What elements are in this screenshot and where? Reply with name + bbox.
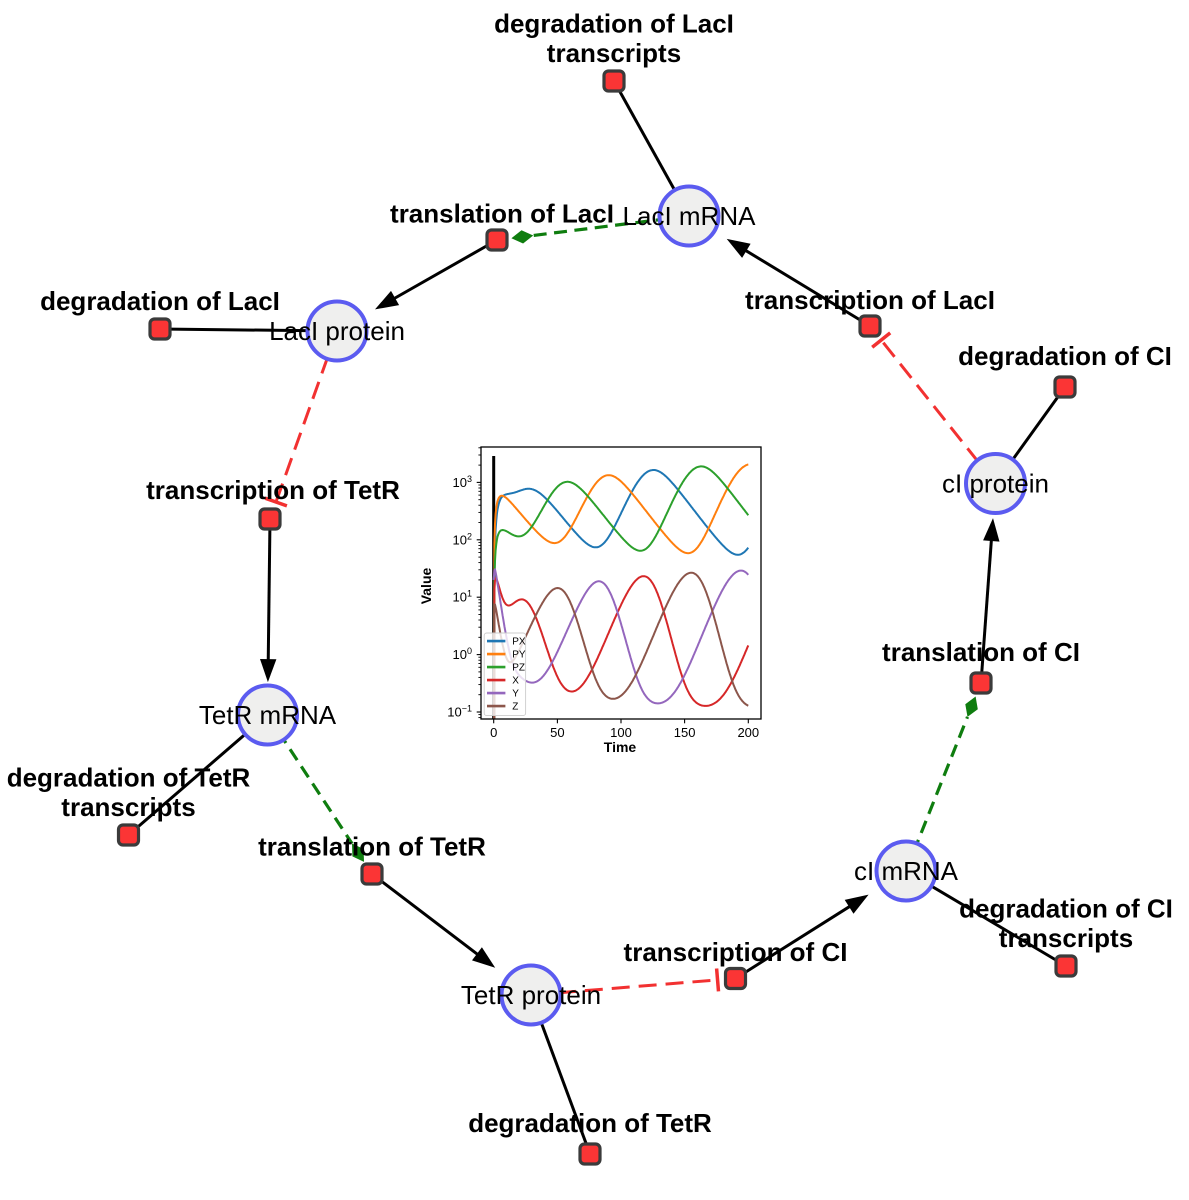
svg-text:degradation of TetR: degradation of TetR bbox=[7, 763, 251, 793]
svg-text:Y: Y bbox=[512, 689, 519, 700]
svg-text:100: 100 bbox=[610, 725, 632, 740]
svg-text:TetR protein: TetR protein bbox=[461, 980, 601, 1010]
svg-text:transcription of CI: transcription of CI bbox=[624, 937, 848, 967]
svg-text:Value: Value bbox=[418, 568, 434, 605]
svg-text:cI mRNA: cI mRNA bbox=[854, 856, 959, 886]
svg-text:transcription of TetR: transcription of TetR bbox=[146, 475, 400, 505]
svg-text:50: 50 bbox=[550, 725, 564, 740]
svg-text:translation of CI: translation of CI bbox=[882, 637, 1080, 667]
svg-text:transcripts: transcripts bbox=[999, 923, 1133, 953]
svg-text:150: 150 bbox=[674, 725, 696, 740]
svg-text:translation of TetR: translation of TetR bbox=[258, 832, 486, 862]
svg-text:PY: PY bbox=[512, 650, 526, 661]
svg-text:transcripts: transcripts bbox=[61, 792, 195, 822]
svg-text:X: X bbox=[512, 676, 519, 687]
svg-text:transcription of LacI: transcription of LacI bbox=[745, 285, 995, 315]
svg-text:cI protein: cI protein bbox=[942, 469, 1049, 499]
svg-text:PZ: PZ bbox=[512, 663, 525, 674]
svg-text:transcripts: transcripts bbox=[547, 38, 681, 68]
svg-text:degradation of TetR: degradation of TetR bbox=[468, 1108, 712, 1138]
svg-text:degradation of CI: degradation of CI bbox=[958, 341, 1172, 371]
svg-text:degradation of CI: degradation of CI bbox=[959, 894, 1173, 924]
svg-text:Time: Time bbox=[604, 739, 637, 755]
svg-text:degradation of LacI: degradation of LacI bbox=[40, 286, 280, 316]
svg-text:PX: PX bbox=[512, 637, 526, 648]
svg-text:0: 0 bbox=[490, 725, 497, 740]
svg-text:LacI mRNA: LacI mRNA bbox=[623, 201, 757, 231]
svg-text:LacI protein: LacI protein bbox=[269, 316, 405, 346]
svg-text:200: 200 bbox=[737, 725, 759, 740]
svg-text:translation of LacI: translation of LacI bbox=[390, 199, 614, 229]
svg-text:degradation of LacI: degradation of LacI bbox=[494, 9, 734, 39]
svg-text:Z: Z bbox=[512, 702, 518, 713]
svg-text:TetR mRNA: TetR mRNA bbox=[199, 700, 337, 730]
